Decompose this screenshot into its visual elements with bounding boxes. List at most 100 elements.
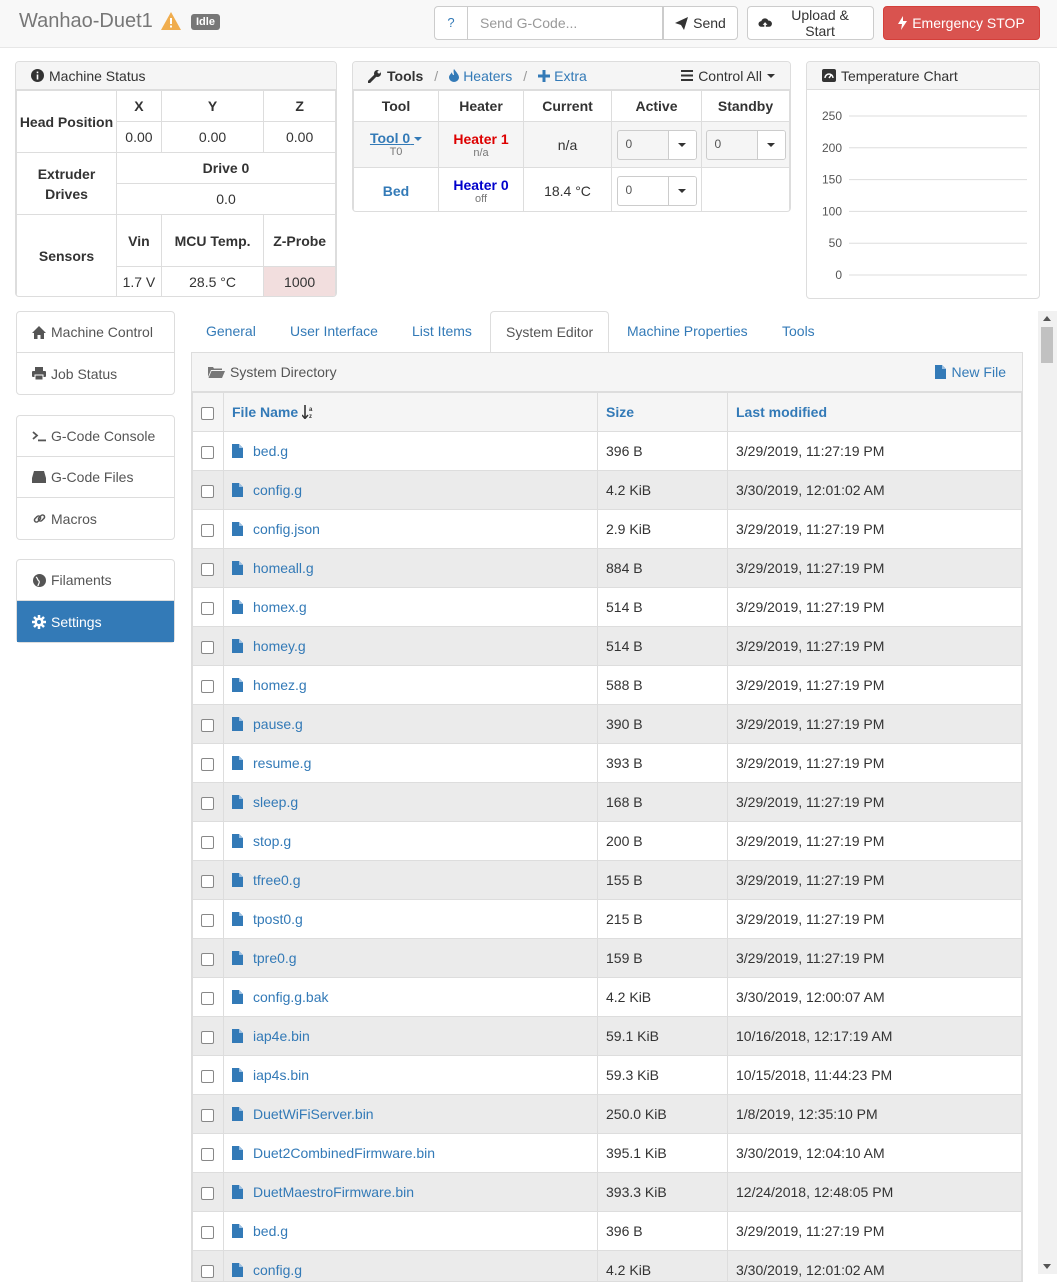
sidebar-item-gcode-files[interactable]: G-Code Files: [17, 457, 174, 498]
heaters-link[interactable]: Heaters: [449, 68, 512, 84]
row-checkbox[interactable]: [201, 524, 214, 537]
tab-user-interface[interactable]: User Interface: [275, 311, 393, 353]
row-checkbox[interactable]: [201, 1031, 214, 1044]
warning-icon[interactable]: [160, 11, 182, 31]
sidebar-item-macros[interactable]: Macros: [17, 498, 174, 539]
row-checkbox[interactable]: [201, 1109, 214, 1122]
file-name[interactable]: config.g: [253, 482, 302, 498]
file-name-cell[interactable]: config.g: [224, 1251, 598, 1282]
row-checkbox[interactable]: [201, 1265, 214, 1278]
row-checkbox[interactable]: [201, 758, 214, 771]
row-checkbox[interactable]: [201, 953, 214, 966]
row-checkbox[interactable]: [201, 563, 214, 576]
file-name-cell[interactable]: config.g: [224, 471, 598, 510]
file-name-cell[interactable]: pause.g: [224, 705, 598, 744]
file-name-cell[interactable]: iap4e.bin: [224, 1017, 598, 1056]
file-name[interactable]: config.json: [253, 521, 320, 537]
file-name-cell[interactable]: bed.g: [224, 1212, 598, 1251]
scroll-down-arrow-icon[interactable]: [1043, 1264, 1051, 1269]
tab-system-editor[interactable]: System Editor: [490, 311, 609, 353]
bed-active-select[interactable]: 0: [617, 176, 697, 206]
file-name[interactable]: sleep.g: [253, 794, 298, 810]
row-checkbox[interactable]: [201, 1226, 214, 1239]
row-checkbox[interactable]: [201, 914, 214, 927]
scroll-up-arrow-icon[interactable]: [1043, 316, 1051, 321]
row-checkbox[interactable]: [201, 797, 214, 810]
control-all-dropdown[interactable]: Control All: [681, 68, 775, 84]
tab-list-items[interactable]: List Items: [397, 311, 487, 353]
sidebar-item-job-status[interactable]: Job Status: [17, 353, 174, 394]
file-name-cell[interactable]: tpre0.g: [224, 939, 598, 978]
file-name-cell[interactable]: sleep.g: [224, 783, 598, 822]
tool-0-standby-select[interactable]: 0: [706, 130, 786, 160]
tab-general[interactable]: General: [191, 311, 271, 353]
tab-tools[interactable]: Tools: [767, 311, 830, 353]
file-name-cell[interactable]: tfree0.g: [224, 861, 598, 900]
file-name-cell[interactable]: bed.g: [224, 432, 598, 471]
row-checkbox[interactable]: [201, 641, 214, 654]
file-name[interactable]: tpost0.g: [253, 911, 303, 927]
select-all-checkbox[interactable]: [201, 407, 214, 420]
file-name[interactable]: pause.g: [253, 716, 303, 732]
row-checkbox[interactable]: [201, 719, 214, 732]
row-checkbox[interactable]: [201, 485, 214, 498]
dropdown-toggle[interactable]: [757, 131, 785, 159]
file-name-cell[interactable]: resume.g: [224, 744, 598, 783]
send-button[interactable]: Send: [663, 6, 738, 40]
sidebar-item-settings[interactable]: Settings: [17, 601, 174, 642]
sidebar-item-machine-control[interactable]: Machine Control: [17, 312, 174, 353]
file-name-cell[interactable]: Duet2CombinedFirmware.bin: [224, 1134, 598, 1173]
emergency-stop-button[interactable]: Emergency STOP: [883, 6, 1040, 40]
file-name-cell[interactable]: homey.g: [224, 627, 598, 666]
machine-name[interactable]: Wanhao-Duet1: [19, 10, 153, 33]
file-name[interactable]: stop.g: [253, 833, 291, 849]
file-name[interactable]: bed.g: [253, 443, 288, 459]
file-name-cell[interactable]: tpost0.g: [224, 900, 598, 939]
tools-title[interactable]: Tools: [387, 68, 423, 84]
tool-0-dropdown[interactable]: Tool 0: [354, 131, 438, 146]
gcode-input[interactable]: [468, 6, 663, 40]
file-name-cell[interactable]: homex.g: [224, 588, 598, 627]
page-scrollbar[interactable]: [1038, 311, 1057, 1274]
row-checkbox[interactable]: [201, 836, 214, 849]
file-name[interactable]: config.g: [253, 1262, 302, 1278]
gcode-help-button[interactable]: ?: [434, 6, 468, 40]
file-name[interactable]: iap4s.bin: [253, 1067, 309, 1083]
file-name-cell[interactable]: iap4s.bin: [224, 1056, 598, 1095]
file-name[interactable]: config.g.bak: [253, 989, 329, 1005]
row-checkbox[interactable]: [201, 1187, 214, 1200]
extra-link[interactable]: Extra: [538, 68, 587, 84]
col-size[interactable]: Size: [598, 393, 728, 432]
file-name[interactable]: Duet2CombinedFirmware.bin: [253, 1145, 435, 1161]
bed-cell[interactable]: Bed: [354, 168, 439, 213]
sidebar-item-gcode-console[interactable]: G-Code Console: [17, 416, 174, 457]
file-name-cell[interactable]: config.g.bak: [224, 978, 598, 1017]
file-name[interactable]: DuetMaestroFirmware.bin: [253, 1184, 414, 1200]
file-name-cell[interactable]: stop.g: [224, 822, 598, 861]
dropdown-toggle[interactable]: [668, 131, 696, 159]
row-checkbox[interactable]: [201, 680, 214, 693]
file-name-cell[interactable]: DuetWiFiServer.bin: [224, 1095, 598, 1134]
file-name[interactable]: homex.g: [253, 599, 307, 615]
col-last-modified[interactable]: Last modified: [728, 393, 1022, 432]
file-name[interactable]: DuetWiFiServer.bin: [253, 1106, 374, 1122]
upload-and-start-button[interactable]: Upload & Start: [747, 6, 874, 40]
row-checkbox[interactable]: [201, 1148, 214, 1161]
